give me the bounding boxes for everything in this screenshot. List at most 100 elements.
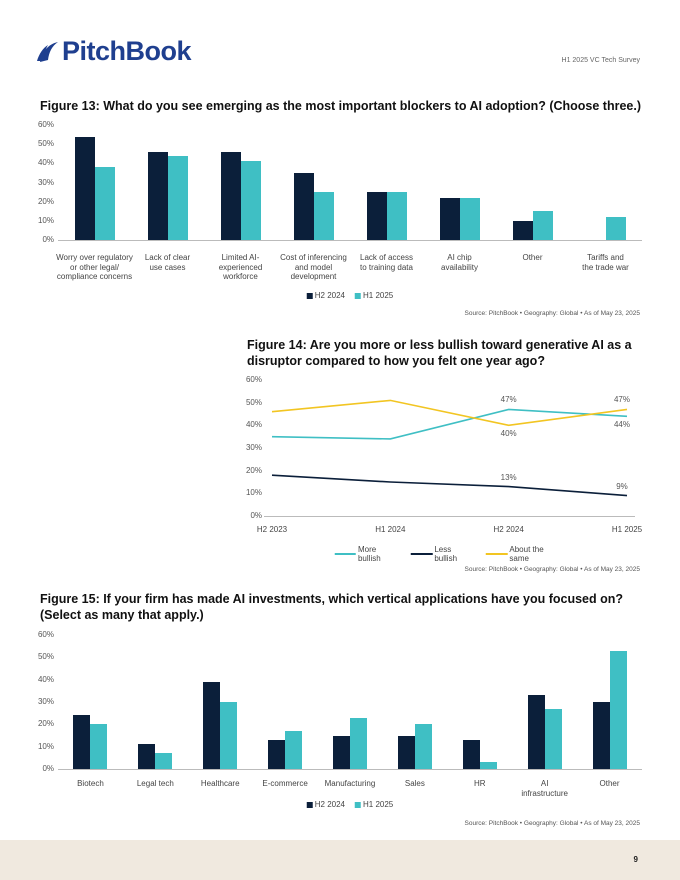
y-tick-label: 0% xyxy=(42,235,54,244)
legend-swatch xyxy=(355,292,361,299)
x-category-label: H2 2023 xyxy=(256,525,288,534)
bar-h1-2025 xyxy=(605,217,626,240)
data-label: 47% xyxy=(500,395,517,405)
legend-label: About the same xyxy=(509,545,544,563)
y-tick-label: 0% xyxy=(42,764,54,773)
x-category-label: Manufacturing xyxy=(324,779,376,788)
bar-h2-2024 xyxy=(462,739,480,769)
bar-h1-2025 xyxy=(609,650,627,769)
x-category-label: Healthcare xyxy=(200,779,240,788)
y-tick-label: 60% xyxy=(245,375,262,384)
bar-h2-2024 xyxy=(203,681,221,769)
figure-13-source: Source: PitchBook • Geography: Global • … xyxy=(464,310,640,317)
bar-h2-2024 xyxy=(147,151,168,240)
bar-h1-2025 xyxy=(386,192,407,240)
bar-h1-2025 xyxy=(313,192,334,240)
bar-h1-2025 xyxy=(167,155,188,240)
x-category-label: Limited AI- experienced workforce xyxy=(218,253,263,281)
line-about-the-same xyxy=(271,399,628,427)
bar-h1-2025 xyxy=(544,708,562,769)
legend-label: H2 2024 xyxy=(314,800,345,809)
y-tick-label: 10% xyxy=(37,215,54,225)
bar-h1-2025 xyxy=(155,753,173,769)
line-less-bullish xyxy=(271,474,628,497)
pitchbook-logo: PitchBook xyxy=(36,36,192,67)
y-tick-label: 40% xyxy=(37,158,54,168)
legend-swatch xyxy=(306,292,313,299)
data-label: 47% xyxy=(613,395,630,405)
y-tick-label: 20% xyxy=(37,196,54,206)
legend-item: H2 2024 xyxy=(306,800,345,809)
y-tick-label: 50% xyxy=(37,139,54,149)
x-category-label: Other xyxy=(522,253,543,262)
x-axis-line xyxy=(58,240,642,241)
bar-h2-2024 xyxy=(592,702,610,769)
data-label: 40% xyxy=(500,429,517,439)
bar-h2-2024 xyxy=(512,220,533,240)
bar-h2-2024 xyxy=(220,151,241,240)
legend-label: H1 2025 xyxy=(363,800,394,809)
y-tick-label: 0% xyxy=(250,511,262,520)
x-category-label: AI infrastructure xyxy=(521,779,568,798)
legend-item: H2 2024 xyxy=(306,291,345,300)
x-category-label: Lack of access to training data xyxy=(360,253,413,272)
data-label: 44% xyxy=(613,420,630,430)
figure-15-title: Figure 15: If your firm has made AI inve… xyxy=(40,592,624,622)
x-axis-line xyxy=(264,516,635,517)
page-number: 9 xyxy=(633,855,638,864)
legend-item: H1 2025 xyxy=(355,800,393,809)
logo-text: PitchBook xyxy=(62,36,192,66)
bar-h2-2024 xyxy=(527,695,545,769)
legend-item: More bullish xyxy=(334,545,400,563)
legend-label: H1 2025 xyxy=(363,291,394,300)
y-tick-label: 60% xyxy=(37,120,54,129)
y-tick-label: 50% xyxy=(245,397,262,407)
figure-13-title: Figure 13: What do you see emerging as t… xyxy=(40,99,641,113)
bar-h2-2024 xyxy=(293,172,314,240)
x-category-label: AI chip availability xyxy=(441,253,478,272)
bar-h1-2025 xyxy=(459,197,480,240)
report-name: H1 2025 VC Tech Survey xyxy=(561,57,640,64)
legend-item: H1 2025 xyxy=(355,291,393,300)
legend-item: About the same xyxy=(485,545,565,563)
bar-h2-2024 xyxy=(439,197,460,240)
y-tick-label: 20% xyxy=(245,465,262,475)
y-tick-label: 10% xyxy=(37,741,54,751)
x-category-label: Sales xyxy=(404,779,425,788)
line-more-bullish xyxy=(271,408,628,440)
x-category-label: Legal tech xyxy=(136,779,174,788)
bar-h1-2025 xyxy=(240,161,261,240)
x-category-label: Worry over regulatory or other legal/ co… xyxy=(56,253,133,281)
x-category-label: Biotech xyxy=(77,779,104,788)
y-tick-label: 20% xyxy=(37,719,54,729)
figure-14-title: Figure 14: Are you more or less bullish … xyxy=(247,338,632,368)
bar-h1-2025 xyxy=(94,167,115,240)
legend-swatch xyxy=(410,553,433,555)
chart-legend: H2 2024 H1 2025 xyxy=(306,800,393,809)
chart-legend: More bullish Less bullish About the same xyxy=(334,545,565,563)
x-axis-line xyxy=(58,769,642,770)
legend-swatch xyxy=(355,801,361,808)
footer-band xyxy=(0,840,680,880)
y-tick-label: 30% xyxy=(245,443,262,452)
legend-label: More bullish xyxy=(357,545,381,563)
legend-item: Less bullish xyxy=(410,545,476,563)
data-label: 13% xyxy=(500,472,517,482)
legend-swatch xyxy=(334,553,356,555)
y-tick-label: 50% xyxy=(37,652,54,662)
y-tick-label: 30% xyxy=(37,177,54,187)
x-category-label: H2 2024 xyxy=(493,525,524,534)
y-tick-label: 40% xyxy=(245,420,262,430)
y-tick-label: 60% xyxy=(37,630,54,639)
legend-label: H2 2024 xyxy=(314,291,345,300)
x-category-label: HR xyxy=(473,779,486,788)
x-category-label: E-commerce xyxy=(262,779,308,788)
figure-14-source: Source: PitchBook • Geography: Global • … xyxy=(464,566,640,573)
legend-swatch xyxy=(306,801,313,808)
bar-h2-2024 xyxy=(397,735,415,769)
x-category-label: Cost of inferencing and model developmen… xyxy=(280,253,347,281)
bar-h2-2024 xyxy=(138,744,156,769)
bar-h1-2025 xyxy=(220,702,238,769)
y-tick-label: 40% xyxy=(37,674,54,684)
